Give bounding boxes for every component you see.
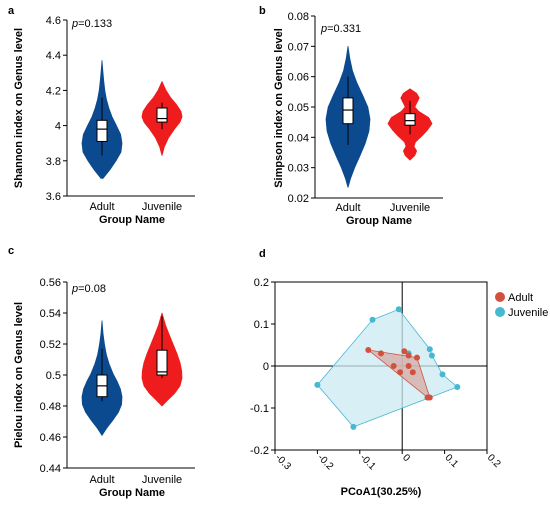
pcoa-plot bbox=[275, 282, 487, 450]
x-tick-label: -0.3 bbox=[273, 452, 293, 472]
point-adult bbox=[414, 354, 420, 361]
panel-letter-a: a bbox=[8, 5, 15, 17]
x-tick-label: 0.1 bbox=[442, 452, 460, 470]
y-tick-label: 4 bbox=[55, 121, 61, 133]
y-tick-label: 0.48 bbox=[40, 401, 61, 413]
x-tick-label: -0.1 bbox=[358, 452, 378, 472]
y-tick-label: 0.03 bbox=[288, 163, 309, 175]
box-juvenile bbox=[404, 113, 416, 126]
panel-letter-d: d bbox=[259, 248, 266, 260]
x-tick-label: -0.2 bbox=[315, 452, 335, 472]
y-axis-title-a: Shannon index on Genus level bbox=[13, 28, 25, 188]
y-tick-label: 0.07 bbox=[288, 41, 309, 53]
x-axis-title-c: Group Name bbox=[99, 487, 165, 499]
y-tick-label: 0 bbox=[263, 361, 269, 373]
x-tick-label-juvenile-a: Juvenile bbox=[142, 201, 182, 213]
x-tick-label-adult-c: Adult bbox=[89, 474, 114, 486]
x-tick-label: 0 bbox=[400, 452, 412, 464]
point-juvenile bbox=[439, 371, 446, 378]
box-adult bbox=[342, 97, 354, 125]
pvalue-b: p=0.331 bbox=[320, 23, 361, 35]
x-ticks-d: -0.3 -0.2 -0.1 0 0.1 0.2 bbox=[273, 450, 503, 473]
y-tick-label: 0.02 bbox=[288, 193, 309, 205]
panel-b-simpson: b p=0.331 0.02 0.03 0.04 0.05 0.06 0.07 0.08 A… bbox=[259, 5, 443, 227]
y-tick-label: 0.52 bbox=[40, 339, 61, 351]
violins-c bbox=[81, 312, 183, 436]
point-adult bbox=[424, 394, 431, 401]
panel-a-shannon: a p=0.133 3.6 3.8 4 4.2 4.4 4.6 Adult Juvenil… bbox=[8, 5, 195, 226]
point-juvenile bbox=[454, 384, 461, 390]
violins-a bbox=[81, 60, 183, 179]
y-tick-label: 3.8 bbox=[46, 156, 61, 168]
y-axis-title-c: Pielou index on Genus level bbox=[13, 302, 25, 448]
violins-b bbox=[325, 45, 433, 188]
legend-label-adult: Adult bbox=[508, 292, 533, 304]
x-axis-title-b: Group Name bbox=[346, 215, 412, 227]
box-adult bbox=[96, 119, 108, 142]
x-tick-label-juvenile-c: Juvenile bbox=[142, 474, 182, 486]
y-tick-label: 4.6 bbox=[46, 15, 61, 27]
point-juvenile bbox=[314, 381, 321, 388]
box-juvenile bbox=[156, 107, 168, 123]
point-adult bbox=[409, 369, 416, 376]
legend-marker-juvenile bbox=[495, 307, 505, 317]
y-tick-label: 0.2 bbox=[254, 277, 269, 289]
x-axis-title-a: Group Name bbox=[99, 214, 165, 226]
y-tick-label: 0.08 bbox=[288, 11, 309, 23]
panel-d-pcoa: d 0.2 0.1 0 -0.1 -0.2 -0.3 -0.2 -0.1 0 0.1 0.2 PC… bbox=[250, 248, 548, 498]
box-juvenile bbox=[156, 349, 168, 376]
point-adult bbox=[397, 369, 404, 376]
pvalue-c: p=0.08 bbox=[71, 283, 106, 295]
hull-juvenile bbox=[316, 308, 459, 428]
y-ticks-d: 0.2 0.1 0 -0.1 -0.2 bbox=[250, 277, 275, 457]
point-juvenile bbox=[395, 306, 402, 313]
y-tick-label: 0.5 bbox=[46, 370, 61, 382]
panel-letter-c: c bbox=[8, 245, 14, 257]
point-adult bbox=[405, 363, 412, 369]
legend-label-juvenile: Juvenile bbox=[508, 307, 548, 319]
pvalue-a: p=0.133 bbox=[71, 18, 112, 30]
y-tick-label: 0.54 bbox=[40, 308, 61, 320]
legend-d: Adult Juvenile bbox=[495, 292, 548, 319]
point-juvenile bbox=[428, 352, 435, 359]
y-tick-label: -0.2 bbox=[250, 445, 269, 457]
y-tick-label: 0.56 bbox=[40, 277, 61, 289]
y-tick-label: 0.46 bbox=[40, 432, 61, 444]
x-tick-label-adult-b: Adult bbox=[335, 202, 360, 214]
x-tick-label-adult-a: Adult bbox=[89, 201, 114, 213]
y-tick-label: 3.6 bbox=[46, 191, 61, 203]
point-juvenile bbox=[369, 316, 376, 323]
y-tick-label: 0.44 bbox=[40, 463, 61, 475]
y-tick-label: 0.05 bbox=[288, 102, 309, 114]
y-tick-label: -0.1 bbox=[250, 403, 269, 415]
point-adult bbox=[390, 363, 397, 369]
point-adult bbox=[378, 350, 384, 357]
point-adult bbox=[405, 352, 412, 359]
y-ticks-c: 0.44 0.46 0.48 0.5 0.52 0.54 0.56 bbox=[40, 277, 67, 475]
y-tick-label: 4.4 bbox=[46, 50, 61, 62]
panel-letter-b: b bbox=[259, 5, 266, 17]
y-axis-title-b: Simpson index on Genus level bbox=[273, 28, 285, 188]
point-juvenile bbox=[350, 423, 357, 430]
x-tick-label-juvenile-b: Juvenile bbox=[390, 202, 430, 214]
y-ticks-a: 3.6 3.8 4 4.2 4.4 4.6 bbox=[46, 15, 67, 203]
x-tick-label: 0.2 bbox=[485, 452, 503, 470]
x-axis-title-d: PCoA1(30.25%) bbox=[341, 486, 422, 498]
y-tick-label: 4.2 bbox=[46, 85, 61, 97]
point-juvenile bbox=[426, 346, 433, 353]
y-tick-label: 0.1 bbox=[254, 319, 269, 331]
point-adult bbox=[365, 347, 372, 353]
y-ticks-b: 0.02 0.03 0.04 0.05 0.06 0.07 0.08 bbox=[288, 11, 315, 205]
point-adult bbox=[401, 348, 408, 355]
y-tick-label: 0.06 bbox=[288, 72, 309, 84]
y-tick-label: 0.04 bbox=[288, 132, 309, 144]
legend-marker-adult bbox=[495, 292, 505, 302]
panel-c-pielou: c p=0.08 0.44 0.46 0.48 0.5 0.52 0.54 0.56 Adu… bbox=[8, 245, 195, 499]
